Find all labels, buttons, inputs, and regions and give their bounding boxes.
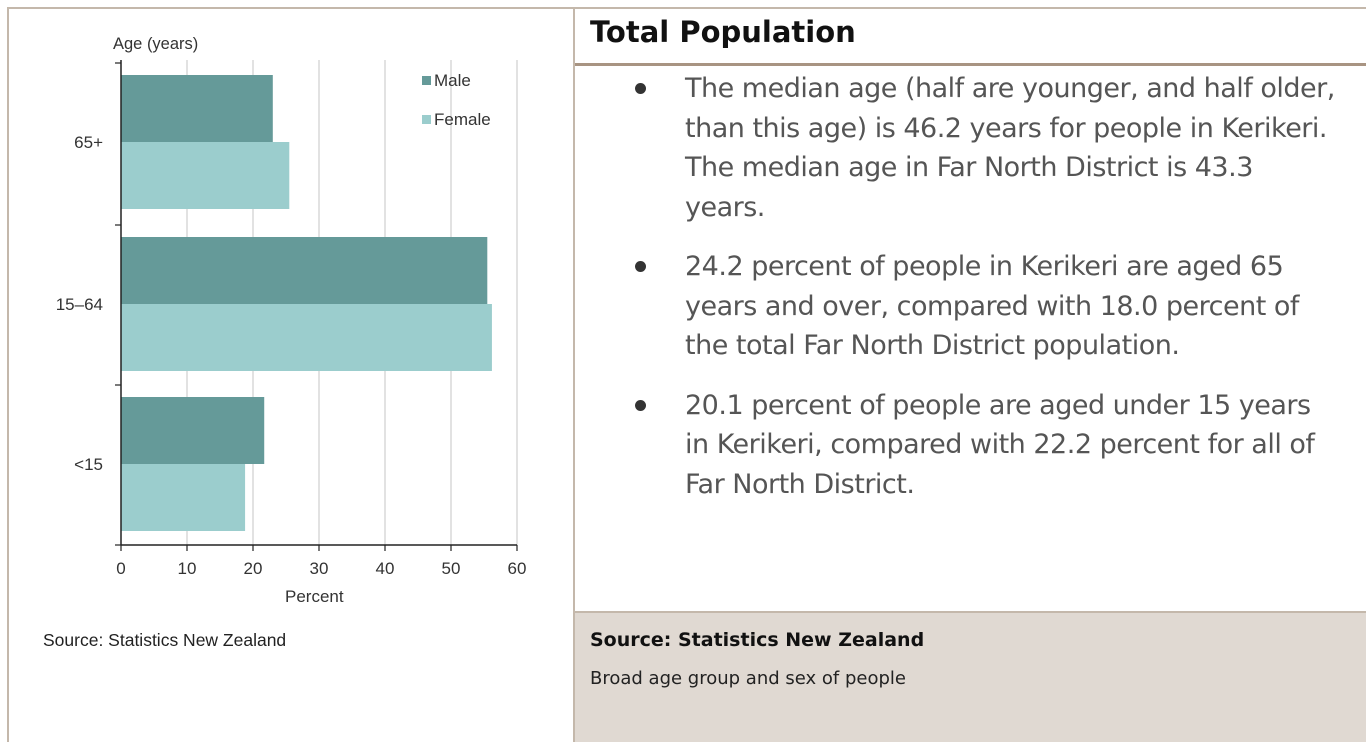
legend-swatch-female <box>422 115 431 124</box>
summary-panel: Total Population The median age (half ar… <box>575 9 1366 742</box>
bullet-list: The median age (half are younger, and ha… <box>635 69 1335 524</box>
bullet-item: 20.1 percent of people are aged under 15… <box>635 386 1335 505</box>
bar-male-1 <box>121 237 488 304</box>
page-frame <box>7 7 1366 742</box>
bullet-item: 24.2 percent of people in Kerikeri are a… <box>635 247 1335 366</box>
legend-swatch-male <box>422 76 431 85</box>
x-axis-label: Percent <box>285 587 344 606</box>
panel-title: Total Population <box>590 15 856 49</box>
age-sex-bar-chart: Age (years) Percent 0 10 20 30 40 50 60 65+ 15–… <box>56 35 527 606</box>
x-tick-label: 20 <box>244 559 263 578</box>
title-rule <box>575 63 1366 66</box>
bar-female-0 <box>121 142 290 209</box>
bullet-dot-icon <box>635 83 646 94</box>
bullet-text: The median age (half are younger, and ha… <box>685 73 1335 223</box>
y-category-label: 15–64 <box>56 295 103 314</box>
legend-label-male: Male <box>434 71 471 90</box>
source-title: Source: Statistics New Zealand <box>590 629 925 651</box>
x-tick-label: 50 <box>442 559 461 578</box>
y-axis-label: Age (years) <box>113 35 198 53</box>
bar-female-2 <box>121 464 246 531</box>
y-category-label: 65+ <box>74 133 103 152</box>
y-category-label: <15 <box>74 455 103 474</box>
bar-male-0 <box>121 75 273 142</box>
bullet-text: 20.1 percent of people are aged under 15… <box>685 389 1315 500</box>
bullet-text: 24.2 percent of people in Kerikeri are a… <box>685 251 1299 361</box>
x-tick-label: 30 <box>310 559 329 578</box>
bar-female-1 <box>121 304 492 371</box>
chart-source-note: Source: Statistics New Zealand <box>43 630 287 650</box>
legend-label-female: Female <box>434 110 491 129</box>
bar-male-2 <box>121 397 265 464</box>
x-tick-label: 40 <box>376 559 395 578</box>
source-subtitle: Broad age group and sex of people <box>590 668 906 689</box>
bullet-dot-icon <box>635 399 646 411</box>
panel-divider <box>573 7 575 742</box>
x-tick-label: 60 <box>508 559 527 578</box>
bullet-item: The median age (half are younger, and ha… <box>635 69 1335 227</box>
chart-panel: Age (years) Percent 0 10 20 30 40 50 60 65+ 15–… <box>9 9 573 742</box>
bullet-dot-icon <box>635 261 646 272</box>
source-box: Source: Statistics New Zealand Broad age… <box>575 611 1366 742</box>
x-tick-label: 0 <box>116 559 125 578</box>
x-tick-label: 10 <box>178 559 197 578</box>
